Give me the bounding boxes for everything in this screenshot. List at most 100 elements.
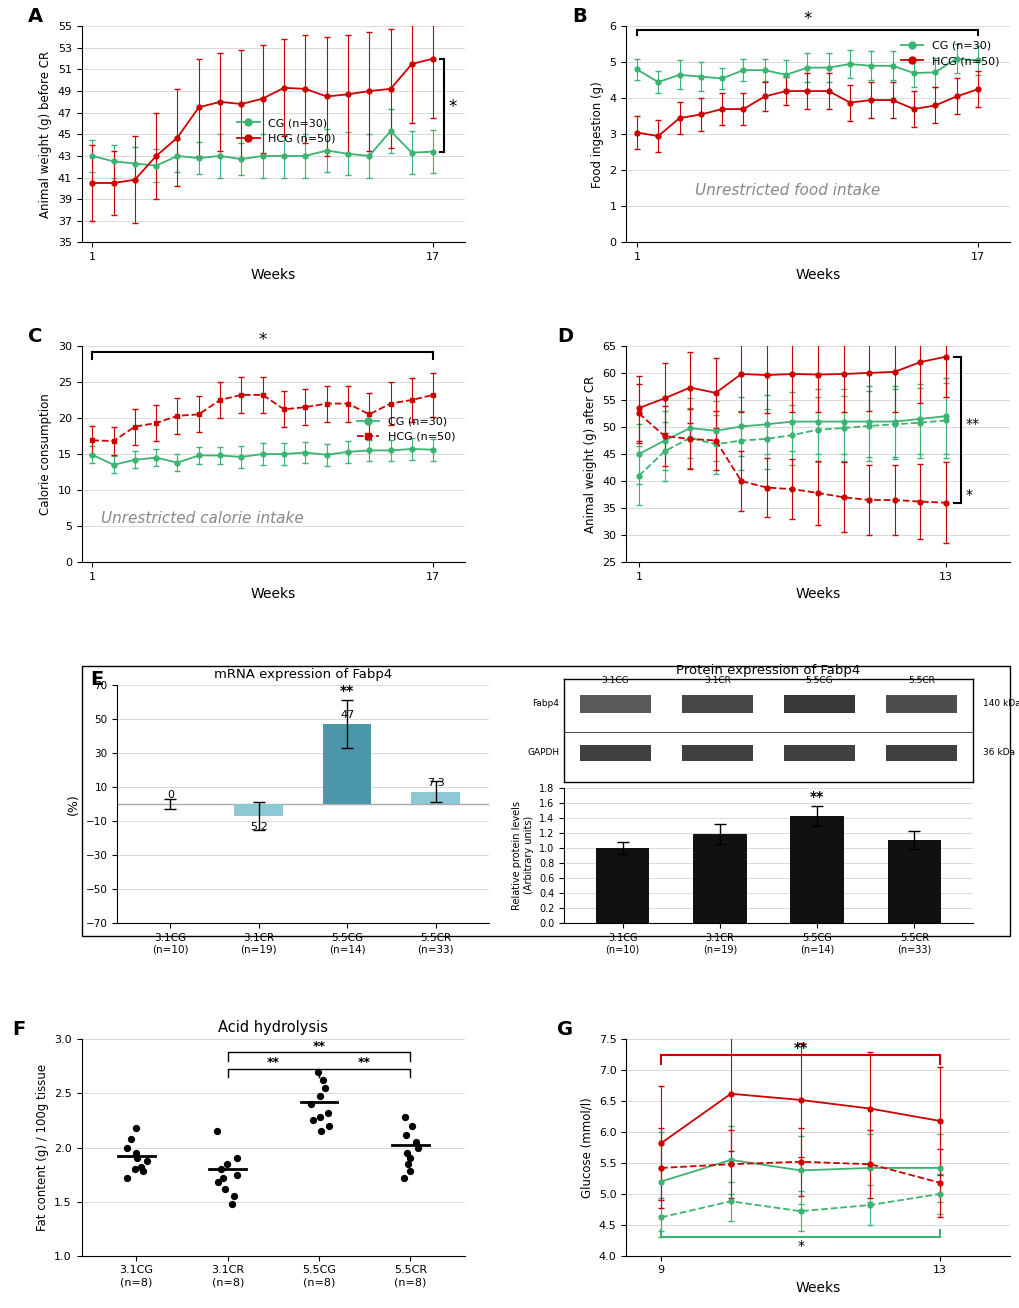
Text: **: **: [793, 1041, 807, 1054]
Text: D: D: [556, 327, 573, 345]
Text: C: C: [28, 327, 42, 345]
Text: **: **: [358, 1057, 371, 1070]
Text: 7.3: 7.3: [426, 778, 444, 787]
Bar: [411, 791, 460, 804]
Y-axis label: Relative protein levels
(Arbitrary units): Relative protein levels (Arbitrary units…: [512, 800, 533, 910]
Point: [305, 1110, 321, 1131]
Point: [312, 1107, 328, 1127]
Point: [398, 1142, 415, 1163]
Bar: [595, 848, 649, 923]
Point: [399, 1154, 416, 1175]
Point: [213, 1159, 229, 1180]
Point: [401, 1162, 418, 1182]
X-axis label: Weeks: Weeks: [251, 268, 296, 281]
Text: *: *: [796, 1239, 803, 1253]
Point: [129, 1148, 146, 1169]
Text: A: A: [28, 7, 43, 26]
Title: mRNA expression of Fabp4: mRNA expression of Fabp4: [214, 668, 391, 681]
Text: B: B: [572, 7, 587, 26]
Text: **: **: [312, 1040, 325, 1053]
Y-axis label: Animal weight (g) before CR: Animal weight (g) before CR: [39, 51, 52, 218]
Text: **: **: [267, 1057, 279, 1070]
Point: [314, 1070, 330, 1091]
Point: [228, 1164, 245, 1185]
Point: [119, 1167, 136, 1188]
Point: [133, 1156, 150, 1177]
X-axis label: Weeks: Weeks: [795, 1281, 840, 1295]
Text: F: F: [12, 1020, 25, 1039]
Y-axis label: Animal weight (g) after CR: Animal weight (g) after CR: [583, 375, 596, 532]
Point: [226, 1186, 243, 1207]
Point: [123, 1129, 140, 1150]
Point: [404, 1116, 420, 1137]
Bar: [322, 725, 371, 804]
Point: [397, 1124, 414, 1144]
Point: [218, 1154, 234, 1175]
FancyBboxPatch shape: [886, 695, 957, 713]
Text: 0: 0: [167, 790, 173, 800]
Point: [313, 1121, 329, 1142]
Bar: [790, 816, 843, 923]
Legend: CG (n=30), HCG (n=50): CG (n=30), HCG (n=50): [896, 37, 1004, 71]
Text: *: *: [447, 98, 457, 116]
Point: [320, 1116, 336, 1137]
Y-axis label: Fat content (g) / 100g tissue: Fat content (g) / 100g tissue: [36, 1063, 49, 1231]
Point: [210, 1172, 226, 1193]
Text: **: **: [809, 790, 823, 804]
Y-axis label: Calorie consumption: Calorie consumption: [39, 394, 52, 515]
Text: GAPDH: GAPDH: [527, 748, 558, 757]
Bar: [693, 835, 746, 923]
Title: Acid hydrolysis: Acid hydrolysis: [218, 1020, 328, 1036]
Point: [209, 1121, 225, 1142]
Text: *: *: [964, 488, 971, 501]
Point: [119, 1137, 136, 1158]
Point: [408, 1131, 424, 1152]
Text: 5.5CR: 5.5CR: [907, 676, 934, 685]
FancyBboxPatch shape: [681, 695, 752, 713]
FancyBboxPatch shape: [783, 695, 854, 713]
Point: [135, 1162, 151, 1182]
Text: **: **: [339, 684, 354, 698]
Text: E: E: [90, 670, 103, 689]
Text: Unrestricted food intake: Unrestricted food intake: [695, 183, 879, 198]
Point: [311, 1086, 327, 1107]
Legend: CG (n=30), HCG (n=50): CG (n=30), HCG (n=50): [352, 412, 460, 446]
Point: [128, 1117, 145, 1138]
Point: [217, 1179, 233, 1199]
Y-axis label: Glucose (mmol/l): Glucose (mmol/l): [580, 1097, 593, 1198]
Point: [229, 1148, 246, 1169]
Point: [401, 1148, 418, 1169]
Point: [395, 1167, 412, 1188]
Text: 47: 47: [339, 710, 354, 721]
Point: [139, 1150, 155, 1171]
Point: [126, 1159, 143, 1180]
Text: 140 kDa: 140 kDa: [982, 698, 1019, 708]
Text: Fabp4: Fabp4: [532, 698, 558, 708]
Text: 5.5CG: 5.5CG: [805, 676, 833, 685]
FancyBboxPatch shape: [886, 744, 957, 761]
X-axis label: Weeks: Weeks: [795, 268, 840, 281]
Bar: [887, 840, 941, 923]
Text: 36 kDa: 36 kDa: [982, 748, 1014, 757]
Y-axis label: (%): (%): [67, 793, 81, 815]
FancyBboxPatch shape: [681, 744, 752, 761]
Legend: CG (n=30), HCG (n=50): CG (n=30), HCG (n=50): [232, 114, 340, 148]
X-axis label: Weeks: Weeks: [251, 587, 296, 602]
Text: 3.1CR: 3.1CR: [703, 676, 731, 685]
Text: 3.1CG: 3.1CG: [601, 676, 629, 685]
X-axis label: Weeks: Weeks: [795, 587, 840, 602]
Bar: [234, 804, 283, 816]
FancyBboxPatch shape: [579, 695, 650, 713]
Point: [397, 1107, 414, 1127]
Point: [128, 1142, 145, 1163]
Text: 5.2: 5.2: [250, 821, 267, 832]
FancyBboxPatch shape: [579, 744, 650, 761]
Text: Unrestricted calorie intake: Unrestricted calorie intake: [101, 511, 304, 526]
Point: [223, 1193, 239, 1214]
Point: [316, 1078, 332, 1099]
Point: [303, 1093, 319, 1114]
Text: *: *: [802, 10, 811, 27]
FancyBboxPatch shape: [783, 744, 854, 761]
Text: G: G: [556, 1020, 573, 1039]
Point: [410, 1137, 426, 1158]
